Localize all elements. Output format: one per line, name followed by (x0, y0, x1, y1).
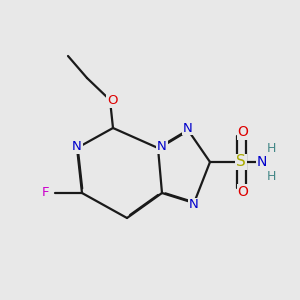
Text: H: H (266, 169, 276, 182)
Text: N: N (72, 140, 82, 154)
Text: S: S (236, 154, 246, 169)
Text: H: H (266, 142, 276, 154)
Text: O: O (238, 125, 248, 139)
Text: N: N (157, 140, 167, 154)
Text: O: O (107, 94, 117, 107)
Text: N: N (257, 155, 267, 169)
Text: F: F (41, 187, 49, 200)
Text: O: O (238, 185, 248, 199)
Text: N: N (183, 122, 193, 134)
Text: N: N (189, 199, 199, 212)
